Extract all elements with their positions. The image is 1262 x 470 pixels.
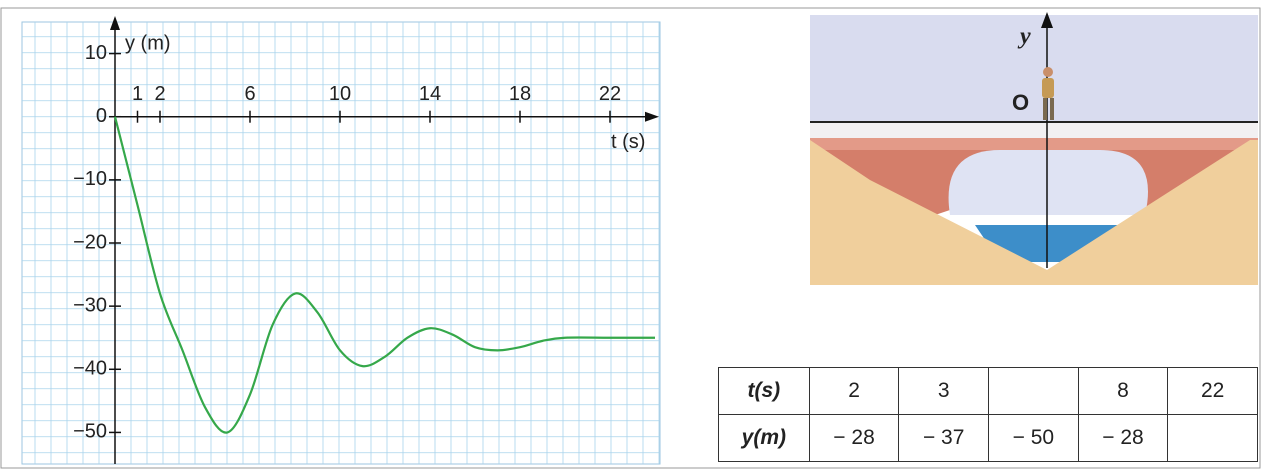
sky [810,15,1258,122]
deck [810,138,1258,150]
bridge-diagram: y O [810,12,1258,285]
table-cell [989,368,1079,415]
y-tick-label: −20 [73,231,107,253]
x-tick-label: 6 [244,83,255,105]
arch [949,150,1148,215]
y-tick-label: −30 [73,294,107,316]
origin-label: O [1012,90,1029,115]
x-tick-label: 14 [419,83,441,105]
table-row: y(m)− 28− 37− 50− 28 [719,415,1258,462]
y-axis-label: y (m) [125,32,171,54]
x-tick-label: 2 [154,83,165,105]
table-cell: − 28 [1078,415,1168,462]
row-header: t(s) [719,368,810,415]
table-cell: − 50 [989,415,1079,462]
y-tick-label: 10 [85,42,107,64]
diagram-axis-label: y [1017,24,1031,50]
table-cell: 8 [1078,368,1168,415]
table-cell [1168,415,1258,462]
y-tick-label: −50 [73,421,107,443]
y-tick-label: −10 [73,168,107,190]
table-cell: 22 [1168,368,1258,415]
table-cell: 3 [899,368,989,415]
y-tick-label: 0 [96,105,107,127]
x-tick-label: 22 [599,83,621,105]
table-cell: 2 [809,368,899,415]
road [810,122,1258,138]
row-header: y(m) [719,415,810,462]
x-tick-label: 18 [509,83,531,105]
table-cell: − 37 [899,415,989,462]
x-tick-label: 1 [132,83,143,105]
y-tick-label: −40 [73,358,107,380]
page: y O y (m)t (s)12610141822100−10−20−30−40… [0,0,1262,470]
x-axis-label: t (s) [611,131,645,153]
x-tick-label: 10 [329,83,351,105]
table-cell: − 28 [809,415,899,462]
